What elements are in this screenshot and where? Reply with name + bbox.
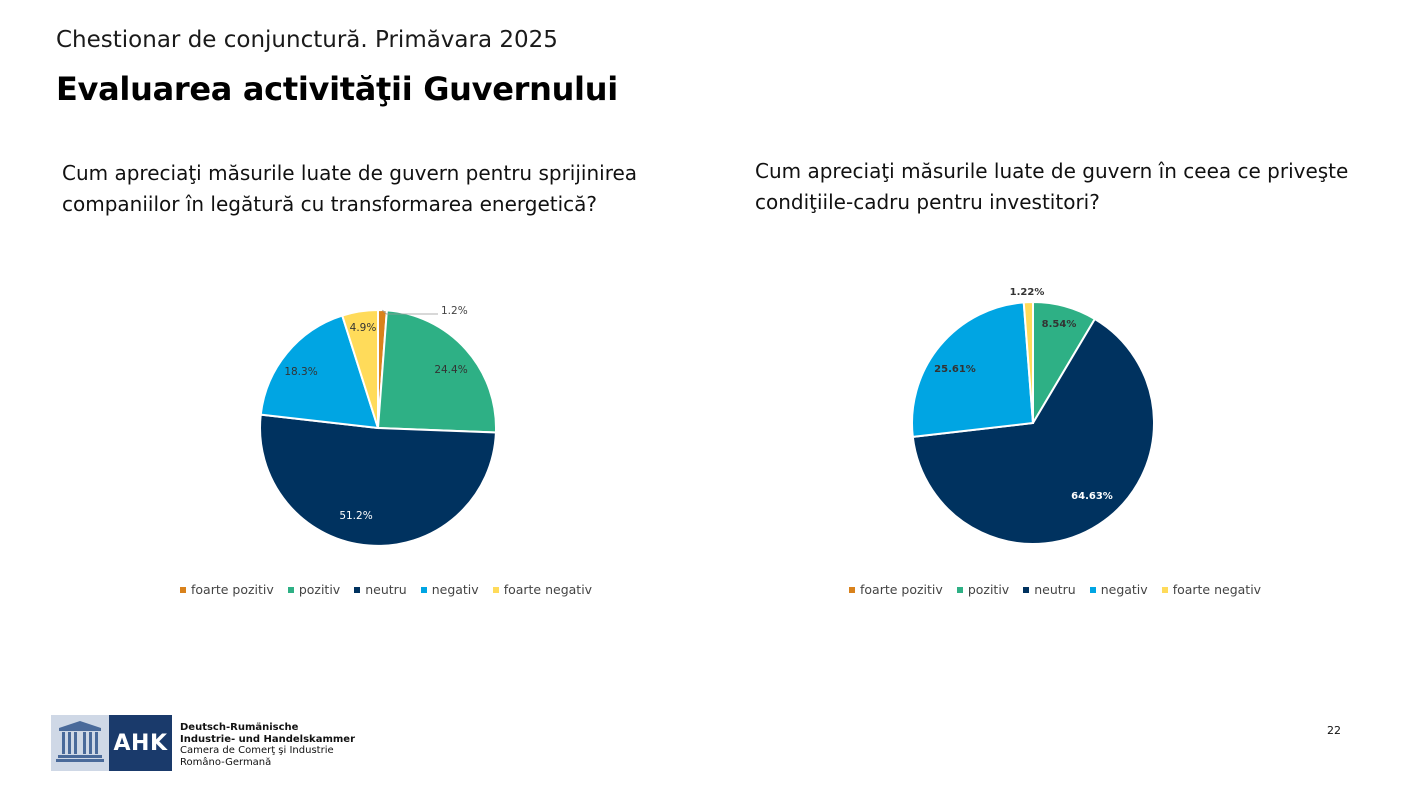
data-label: 24.4% (434, 364, 467, 376)
legend-item-negativ: negativ (420, 582, 479, 597)
pie-slice-foarte-negativ (340, 308, 379, 429)
legend-swatch (287, 586, 294, 593)
legend-swatch (1089, 586, 1096, 593)
legend-swatch (956, 586, 963, 593)
pie-slice-negativ (259, 314, 380, 430)
ahk-logo-text: AHK (109, 715, 172, 771)
legend-item-foarte-negativ: foarte negativ (1161, 582, 1262, 597)
legend-item-neutru: neutru (1023, 582, 1076, 597)
chart2-legend: foarte pozitiv pozitiv neutru negativ fo… (849, 582, 1261, 597)
legend-item-pozitiv: pozitiv (287, 582, 341, 597)
pie-slice-neutru (911, 317, 1155, 545)
org-line-4: Româno-Germană (180, 756, 272, 768)
pie-chart-1: 1.2% 24.4% 51.2% 18.3% 4.9% (259, 305, 497, 547)
data-label: 8.54% (1042, 319, 1077, 330)
slide-title: Evaluarea activităţii Guvernului (56, 70, 618, 108)
legend-item-pozitiv: pozitiv (956, 582, 1010, 597)
legend-swatch (849, 586, 855, 593)
pie-chart-2: 8.54% 64.63% 25.61% 1.22% (911, 287, 1155, 545)
pie-slice-negativ (911, 301, 1035, 438)
pie-slice-neutru (259, 413, 497, 547)
legend-label: foarte pozitiv (860, 582, 943, 597)
data-label: 18.3% (284, 366, 317, 378)
data-label: 64.63% (1071, 491, 1113, 502)
org-line-1: Deutsch-Rumänische (180, 722, 299, 733)
legend-item-neutru: neutru (354, 582, 407, 597)
legend-item-foarte-pozitiv: foarte pozitiv (849, 582, 943, 597)
data-label: 51.2% (339, 510, 372, 522)
data-label: 1.2% (441, 305, 468, 317)
data-label: 1.22% (1010, 287, 1045, 298)
pie-slice-foarte-negativ (1022, 300, 1034, 424)
chart1-legend: foarte pozitiv pozitiv neutru negativ fo… (180, 582, 592, 597)
legend-swatch (180, 586, 186, 593)
page-number: 22 (1327, 724, 1341, 737)
data-label: 4.9% (350, 322, 377, 334)
legend-label: neutru (365, 582, 407, 597)
ahk-logo: AHK (51, 715, 172, 771)
chart1-question: Cum apreciaţi măsurile luate de guvern p… (62, 161, 638, 216)
leader-line (382, 309, 438, 315)
org-line-3: Camera de Comerţ şi Industrie (180, 745, 334, 756)
legend-label: neutru (1034, 582, 1076, 597)
pie-slice-pozitiv (376, 309, 497, 434)
building-emblem-icon (51, 715, 109, 771)
data-label: 25.61% (934, 364, 976, 375)
legend-label: pozitiv (967, 582, 1010, 597)
legend-label: foarte pozitiv (191, 582, 274, 597)
legend-item-foarte-negativ: foarte negativ (492, 582, 593, 597)
legend-label: negativ (431, 582, 479, 597)
org-line-2: Industrie- und Handelskammer (180, 733, 356, 745)
chart2-question: Cum apreciaţi măsurile luate de guvern î… (755, 159, 1349, 214)
legend-label: foarte negativ (503, 582, 593, 597)
legend-item-foarte-pozitiv: foarte pozitiv (180, 582, 274, 597)
legend-swatch (420, 586, 427, 593)
legend-label: foarte negativ (1172, 582, 1262, 597)
legend-swatch (1023, 586, 1030, 593)
legend-label: pozitiv (298, 582, 341, 597)
legend-swatch (492, 586, 499, 593)
legend-item-negativ: negativ (1089, 582, 1148, 597)
legend-label: negativ (1100, 582, 1148, 597)
slide-subtitle: Chestionar de conjunctură. Primăvara 202… (56, 27, 558, 53)
legend-swatch (1161, 586, 1168, 593)
organization-name: Deutsch-Rumänische Industrie- und Handel… (180, 722, 355, 768)
legend-swatch (354, 586, 361, 593)
